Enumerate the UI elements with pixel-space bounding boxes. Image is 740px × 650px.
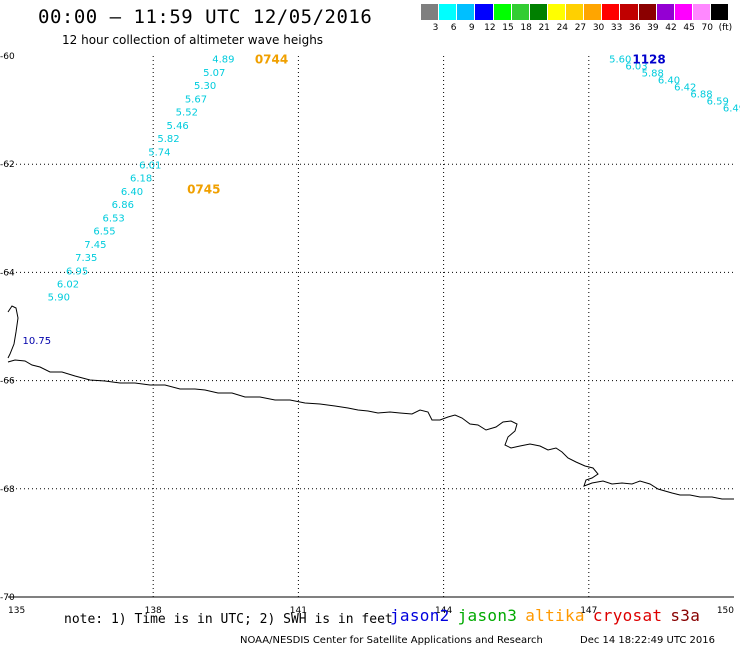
legend-swatch — [493, 4, 512, 20]
lon-tick-label: 144 — [435, 606, 452, 616]
legend-swatch — [674, 4, 693, 20]
satellite-name: jason2 — [390, 606, 450, 625]
legend-swatch — [656, 4, 675, 20]
legend-swatch — [457, 4, 476, 20]
lat-tick-label: -64 — [0, 268, 15, 278]
footnote: note: 1) Time is in UTC; 2) SWH is in fe… — [64, 612, 393, 627]
credit-text: NOAA/NESDIS Center for Satellite Applica… — [240, 635, 543, 646]
legend-label: 36 — [629, 23, 641, 33]
legend-swatch — [602, 4, 621, 20]
legend-label: 18 — [520, 23, 532, 33]
legend-swatch — [711, 4, 730, 20]
legend-label: 45 — [683, 23, 695, 33]
wave-height-value: 5.60 — [609, 55, 631, 66]
satellite-name: jason3 — [457, 606, 518, 625]
wave-height-value: 6.02 — [57, 280, 79, 291]
lon-tick-label: 147 — [580, 606, 597, 616]
legend-swatch — [584, 4, 603, 20]
wave-height-value: 6.55 — [93, 227, 115, 238]
wave-height-value: 7.45 — [84, 240, 106, 251]
timestamp-text: Dec 14 18:22:49 UTC 2016 — [580, 635, 715, 646]
lat-tick-label: -70 — [0, 593, 15, 603]
lat-tick-label: -60 — [0, 52, 15, 62]
satellite-name: s3a — [670, 606, 701, 625]
coastline — [7, 359, 734, 500]
pass-time-label: 1128 — [632, 53, 665, 67]
map-subtitle: 12 hour collection of altimeter wave hei… — [62, 33, 324, 47]
wave-height-marker: 10.75 — [23, 336, 52, 347]
wave-height-value: 6.18 — [130, 174, 152, 185]
legend-swatches — [421, 4, 730, 20]
wave-height-value: 5.67 — [185, 94, 207, 105]
legend-label: 9 — [468, 23, 475, 33]
pass-time-label: 0744 — [255, 53, 288, 67]
legend-label: 42 — [665, 23, 677, 33]
map-title: 00:00 — 11:59 UTC 12/05/2016 — [38, 6, 373, 28]
wave-height-value: 5.82 — [157, 134, 179, 145]
wave-height-value: 5.52 — [176, 108, 198, 119]
lon-tick-label: 150 — [717, 606, 734, 616]
legend-swatch — [566, 4, 585, 20]
legend-swatch — [692, 4, 711, 20]
legend-label: 30 — [592, 23, 605, 33]
wave-height-value: 6.59 — [707, 96, 729, 107]
legend-labels: 3 6 9 12 15 18 21 24 27 30 33 36 39 42 45 70 (ft) — [421, 20, 733, 36]
wave-height-value: 6.53 — [103, 213, 125, 224]
wave-height-value: 6.03 — [625, 62, 647, 73]
legend-label: 39 — [647, 23, 659, 33]
legend-swatch — [421, 4, 440, 20]
wave-height-value: 6.40 — [658, 76, 680, 87]
legend-swatch — [620, 4, 639, 20]
lon-tick-label: 138 — [145, 606, 162, 616]
wave-height-value: 6.88 — [690, 89, 712, 100]
legend-label: 3 — [432, 23, 439, 33]
legend-label: 21 — [538, 23, 550, 33]
satellite-name: altika — [525, 606, 585, 625]
legend-label: 24 — [556, 23, 569, 33]
lat-tick-label: -62 — [0, 160, 15, 170]
wave-height-value: 5.90 — [48, 293, 70, 304]
legend-label: 70 — [701, 23, 713, 33]
wave-height-value: 6.42 — [674, 83, 696, 94]
legend-swatch — [475, 4, 494, 20]
wave-height-value: 5.74 — [148, 147, 170, 158]
legend-label: 33 — [610, 23, 623, 33]
legend-label: 6 — [450, 23, 457, 33]
wave-height-value: 6.49 — [723, 103, 740, 114]
lat-tick-label: -66 — [0, 377, 15, 387]
wave-height-value: 6.01 — [139, 161, 161, 172]
legend-swatch — [638, 4, 657, 20]
lon-tick-label: 141 — [290, 606, 307, 616]
lat-tick-label: -68 — [0, 485, 15, 495]
satellite-name: cryosat — [592, 606, 663, 625]
wave-height-value: 6.40 — [121, 187, 143, 198]
wave-height-value: 7.35 — [75, 253, 97, 264]
wave-height-value: 6.95 — [66, 266, 88, 277]
lon-tick-label: 135 — [8, 606, 25, 616]
pass-time-label: 0745 — [187, 183, 220, 197]
legend-label: 12 — [484, 23, 496, 33]
satellite-legend: jason2 jason3 altika cryosat s3a — [390, 606, 708, 625]
wave-height-value: 5.30 — [194, 81, 216, 92]
legend-swatch — [439, 4, 458, 20]
legend-label: 15 — [502, 23, 514, 33]
coastline-edge — [7, 305, 19, 359]
legend-label: (ft) — [718, 23, 733, 33]
wave-height-value: 5.88 — [642, 69, 664, 80]
wave-height-value: 6.86 — [112, 200, 134, 211]
legend-label: 27 — [574, 23, 587, 33]
legend-swatch — [529, 4, 548, 20]
color-legend: 3 6 9 12 15 18 21 24 27 30 33 36 39 42 45 70 (ft) — [421, 4, 733, 44]
wave-height-value: 5.46 — [167, 121, 189, 132]
wave-height-value: 5.07 — [203, 68, 225, 79]
wave-height-value: 4.89 — [212, 55, 234, 66]
legend-swatch — [511, 4, 530, 20]
legend-swatch — [547, 4, 566, 20]
